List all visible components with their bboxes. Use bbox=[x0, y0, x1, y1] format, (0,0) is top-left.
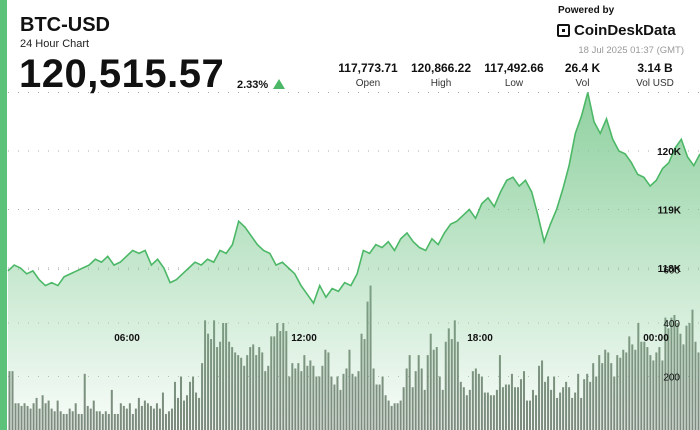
ticker-symbol: BTC-USD bbox=[20, 14, 110, 36]
accent-bar bbox=[0, 0, 7, 430]
current-price: 120,515.57 bbox=[19, 52, 225, 96]
price-area bbox=[8, 92, 700, 430]
stat-low: 117,492.66 Low bbox=[479, 61, 549, 89]
timestamp: 18 Jul 2025 01:37 (GMT) bbox=[578, 45, 684, 56]
x-tick-label: 12:00 bbox=[291, 333, 317, 344]
volume-tick-label: 600 bbox=[663, 266, 680, 277]
stat-open-value: 117,773.71 bbox=[338, 61, 398, 75]
brand-logo[interactable]: CoinDeskData bbox=[557, 22, 676, 39]
stat-vol-usd-value: 3.14 B bbox=[637, 61, 673, 75]
price-change-percent: 2.33% bbox=[237, 79, 269, 91]
stat-vol: 26.4 K Vol bbox=[555, 61, 610, 89]
x-tick-label: 00:00 bbox=[643, 333, 669, 344]
stat-vol-usd-label: Vol USD bbox=[636, 78, 674, 89]
coindesk-logo-icon bbox=[557, 24, 570, 37]
volume-tick-label: 200 bbox=[663, 373, 680, 384]
stat-vol-usd: 3.14 B Vol USD bbox=[625, 61, 685, 89]
price-tick-label: 119K bbox=[658, 206, 682, 217]
price-tick-label: 118K bbox=[658, 264, 682, 275]
x-tick-label: 06:00 bbox=[114, 333, 140, 344]
axis-labels: 06:00 12:00 18:00 00:00 118K 119K 120K 200 400 60… bbox=[114, 147, 682, 384]
stat-vol-value: 26.4 K bbox=[564, 61, 601, 75]
stat-low-value: 117,492.66 bbox=[484, 61, 544, 75]
powered-by-label: Powered by bbox=[558, 5, 615, 16]
stat-low-label: Low bbox=[504, 78, 524, 89]
x-tick-label: 18:00 bbox=[467, 333, 493, 344]
volume-tick-label: 400 bbox=[663, 319, 680, 330]
chart-subtitle: 24 Hour Chart bbox=[20, 38, 90, 50]
stat-high-value: 120,866.22 bbox=[410, 61, 472, 75]
stat-open: 117,773.71 Open bbox=[333, 61, 403, 89]
up-arrow-icon bbox=[273, 79, 285, 89]
brand-name: CoinDeskData bbox=[574, 22, 676, 39]
stat-vol-label: Vol bbox=[575, 78, 590, 89]
stat-open-label: Open bbox=[355, 78, 381, 89]
price-tick-label: 120K bbox=[657, 147, 682, 158]
stat-high: 120,866.22 High bbox=[406, 61, 476, 89]
stat-high-label: High bbox=[430, 78, 452, 89]
price-line bbox=[7, 92, 700, 305]
